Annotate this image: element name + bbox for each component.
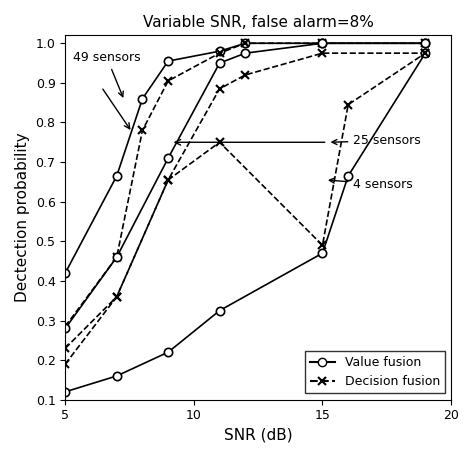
Y-axis label: Dectection probability: Dectection probability [15, 133, 30, 302]
Title: Variable SNR, false alarm=8%: Variable SNR, false alarm=8% [143, 15, 374, 30]
Text: 49 sensors: 49 sensors [73, 51, 141, 97]
X-axis label: SNR (dB): SNR (dB) [224, 428, 292, 443]
Text: 4 sensors: 4 sensors [329, 178, 413, 191]
Text: 25 sensors: 25 sensors [332, 134, 421, 147]
Legend: Value fusion, Decision fusion: Value fusion, Decision fusion [305, 351, 445, 393]
